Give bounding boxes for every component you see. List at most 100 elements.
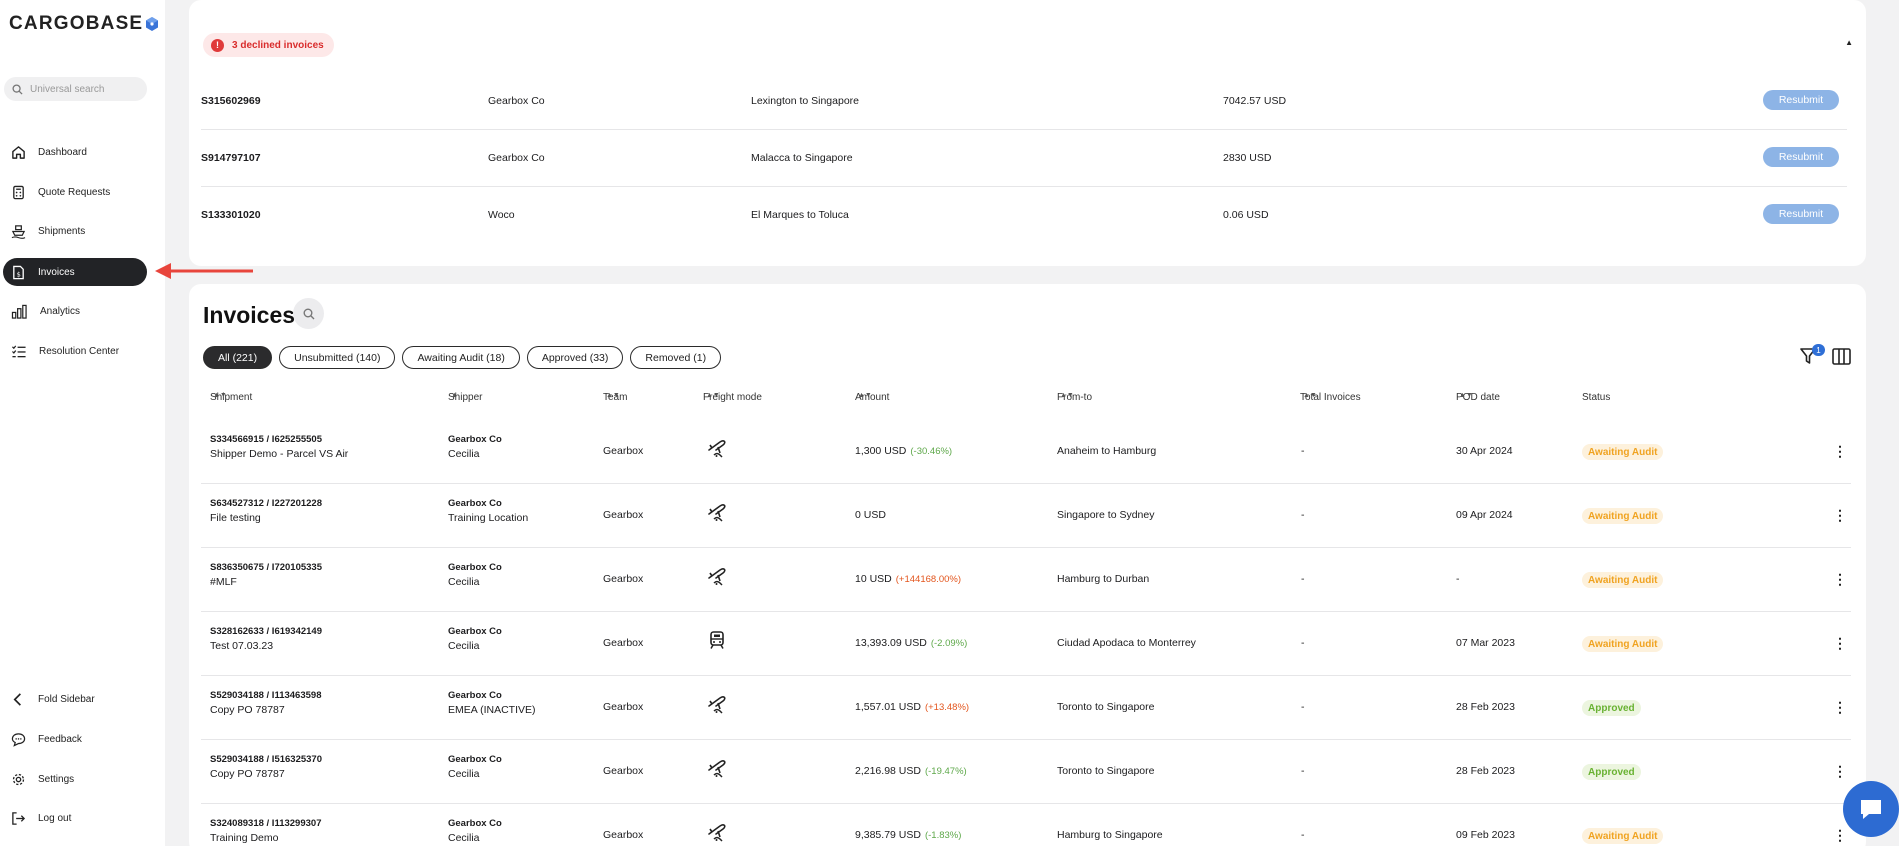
- sort-icon: ▲▼: [1060, 392, 1074, 399]
- shipment-id[interactable]: S836350675 / I720105335: [210, 562, 322, 573]
- table-row[interactable]: S634527312 / I227201228 File testing Gearb…: [201, 484, 1851, 548]
- shipment-id[interactable]: S334566915 / I625255505: [210, 434, 322, 445]
- shipment-cell[interactable]: S634527312 / I227201228 File testing: [210, 498, 322, 524]
- table-row[interactable]: S529034188 / I516325370 Copy PO 78787 Gear…: [201, 740, 1851, 804]
- table-row[interactable]: S334566915 / I625255505 Shipper Demo - Pa…: [201, 420, 1851, 484]
- more-options-icon[interactable]: ⋮: [1833, 699, 1847, 715]
- resubmit-button[interactable]: Resubmit: [1763, 147, 1839, 167]
- amount-cell: 2,216.98 USD (-19.47%): [855, 765, 967, 777]
- shipment-id[interactable]: S529034188 / I516325370: [210, 754, 322, 765]
- table-row[interactable]: S836350675 / I720105335 #MLF Gearbox Co Cec…: [201, 548, 1851, 612]
- cube-logo-icon: [146, 17, 159, 31]
- shipment-id[interactable]: S324089318 / I113299307: [210, 818, 322, 829]
- column-label: Shipper: [448, 392, 483, 403]
- air-freight-icon: [707, 438, 727, 461]
- fold-sidebar-button[interactable]: Fold Sidebar: [3, 685, 147, 713]
- amount-cell: 10 USD (+144168.00%): [855, 573, 961, 585]
- more-options-icon[interactable]: ⋮: [1833, 763, 1847, 779]
- amount-value: 1,300 USD: [855, 445, 907, 457]
- tab-approved[interactable]: Approved (33): [526, 346, 624, 369]
- settings-button[interactable]: Settings: [3, 765, 147, 793]
- support-chat-button[interactable]: [1843, 781, 1899, 837]
- shipment-cell[interactable]: S328162633 / I619342149 Test 07.03.23: [210, 626, 322, 652]
- shipment-id[interactable]: S529034188 / I113463598: [210, 690, 322, 701]
- sidebar-item-shipments[interactable]: Shipments: [3, 217, 147, 245]
- declined-shipment-id[interactable]: S914797107: [201, 152, 261, 164]
- feedback-button[interactable]: Feedback: [3, 725, 147, 753]
- status-badge: Awaiting Audit: [1582, 444, 1664, 460]
- more-options-icon[interactable]: ⋮: [1833, 571, 1847, 587]
- resubmit-button[interactable]: Resubmit: [1763, 204, 1839, 224]
- amount-cell: 0 USD: [855, 509, 890, 521]
- column-label: POD date: [1456, 392, 1500, 403]
- shipment-id[interactable]: S634527312 / I227201228: [210, 498, 322, 509]
- ship-icon: [11, 224, 26, 239]
- brand-logo[interactable]: CARGOBASE: [9, 13, 159, 35]
- tab-unsubmitted[interactable]: Unsubmitted (140): [279, 346, 396, 369]
- sidebar-item-resolution-center[interactable]: Resolution Center: [3, 337, 147, 365]
- declined-shipment-id[interactable]: S315602969: [201, 95, 261, 107]
- checklist-icon: [12, 344, 26, 357]
- sidebar-item-invoices[interactable]: $ Invoices: [3, 258, 147, 286]
- table-row[interactable]: S529034188 / I113463598 Copy PO 78787 Gear…: [201, 676, 1851, 740]
- shipper-name: Gearbox Co: [448, 562, 502, 573]
- sidebar-item-quote-requests[interactable]: Quote Requests: [3, 178, 147, 206]
- columns-icon[interactable]: [1832, 348, 1851, 365]
- status-tabs: All (221) Unsubmitted (140) Awaiting Aud…: [203, 346, 722, 369]
- universal-search[interactable]: [4, 77, 147, 101]
- shipper-cell: Gearbox Co Training Location: [448, 498, 528, 524]
- pod-date-cell: 28 Feb 2023: [1456, 701, 1515, 713]
- shipment-cell[interactable]: S836350675 / I720105335 #MLF: [210, 562, 322, 588]
- shipper-location: EMEA (INACTIVE): [448, 704, 536, 716]
- chat-bubble-icon: [11, 732, 26, 747]
- total-invoices-cell: -: [1301, 765, 1305, 777]
- shipment-id[interactable]: S328162633 / I619342149: [210, 626, 322, 637]
- resubmit-button[interactable]: Resubmit: [1763, 90, 1839, 110]
- tab-removed[interactable]: Removed (1): [630, 346, 722, 369]
- shipment-cell[interactable]: S324089318 / I113299307 Training Demo: [210, 818, 321, 844]
- invoice-search-button[interactable]: [293, 298, 324, 329]
- amount-delta: (-2.09%): [930, 638, 968, 649]
- column-label: Team: [603, 392, 628, 403]
- collapse-caret-icon[interactable]: ▲: [1845, 38, 1853, 47]
- sidebar-item-dashboard[interactable]: Dashboard: [3, 138, 147, 166]
- shipper-location: Cecilia: [448, 448, 480, 460]
- sidebar-item-analytics[interactable]: Analytics: [3, 297, 147, 325]
- table-row[interactable]: S324089318 / I113299307 Training Demo Gear…: [201, 804, 1851, 846]
- more-options-icon[interactable]: ⋮: [1833, 635, 1847, 651]
- gear-icon: [12, 773, 25, 785]
- amount-cell: 1,300 USD (-30.46%): [855, 445, 952, 457]
- filter-count-badge: 1: [1812, 344, 1825, 356]
- declined-amount: 7042.57 USD: [1223, 95, 1287, 107]
- shipment-cell[interactable]: S529034188 / I516325370 Copy PO 78787: [210, 754, 322, 780]
- tab-awaiting-audit[interactable]: Awaiting Audit (18): [402, 346, 520, 369]
- team-cell: Gearbox: [603, 445, 644, 457]
- amount-value: 10 USD: [855, 573, 892, 585]
- declined-shipment-id[interactable]: S133301020: [201, 209, 261, 221]
- amount-delta: (-1.83%): [924, 830, 962, 841]
- total-invoices-cell: -: [1301, 573, 1305, 585]
- sidebar-item-label: Analytics: [40, 305, 81, 317]
- search-input[interactable]: [30, 83, 130, 95]
- tab-all[interactable]: All (221): [203, 346, 273, 369]
- more-options-icon[interactable]: ⋮: [1833, 827, 1847, 843]
- sidebar-item-label: Resolution Center: [39, 345, 120, 357]
- air-freight-icon: [707, 758, 727, 781]
- shipper-location: Cecilia: [448, 768, 480, 780]
- more-options-icon[interactable]: ⋮: [1833, 443, 1847, 459]
- amount-value: 9,385.79 USD: [855, 829, 921, 841]
- column-label: Total Invoices: [1300, 392, 1361, 403]
- sort-icon: ▲▼: [706, 392, 720, 399]
- sort-icon: ▲▼: [1459, 392, 1473, 399]
- sidebar-item-label: Fold Sidebar: [38, 693, 95, 705]
- declined-invoices-badge[interactable]: ! 3 declined invoices: [203, 33, 334, 57]
- shipment-cell[interactable]: S529034188 / I113463598 Copy PO 78787: [210, 690, 321, 716]
- shipment-cell[interactable]: S334566915 / I625255505 Shipper Demo - Pa…: [210, 434, 348, 460]
- logout-button[interactable]: Log out: [3, 804, 147, 832]
- table-row[interactable]: S328162633 / I619342149 Test 07.03.23 Gear…: [201, 612, 1851, 676]
- declined-invoices-panel: ! 3 declined invoices ▲ S315602969 Gearb…: [189, 0, 1866, 266]
- sort-icon: ▲▼: [213, 392, 227, 399]
- table-header: Shipment ▲▼ Shipper ▲ Team ▲▼ Freight mode ▲…: [189, 392, 1866, 414]
- route-cell: Anaheim to Hamburg: [1057, 445, 1157, 457]
- more-options-icon[interactable]: ⋮: [1833, 507, 1847, 523]
